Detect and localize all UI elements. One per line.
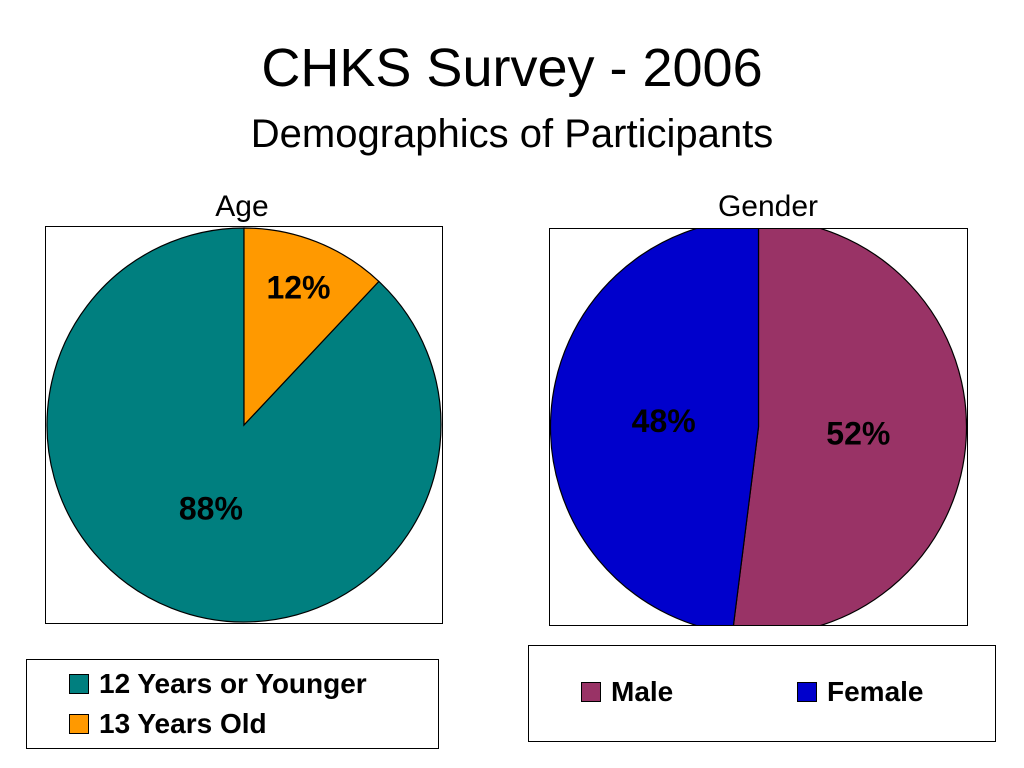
age-chart-title: Age (215, 190, 269, 223)
pie-slice-12-years-or-younger (46, 227, 442, 623)
pie-label-male: 52% (826, 415, 890, 451)
legend-swatch-blue (797, 682, 817, 702)
pie-label-13-years-old: 12% (266, 269, 330, 305)
legend-label: 12 Years or Younger (99, 668, 367, 699)
age-legend: 12 Years or Younger 13 Years Old (26, 659, 439, 749)
age-pie-svg: 88% 12% (46, 227, 442, 623)
pie-label-female: 48% (632, 403, 696, 439)
pie-label-12-years-or-younger: 88% (179, 491, 243, 527)
legend-swatch-orange (69, 714, 89, 734)
legend-item-12-years-or-younger: 12 Years or Younger (69, 668, 367, 700)
gender-chart-title: Gender (717, 190, 819, 223)
page-subtitle: Demographics of Participants (250, 112, 774, 156)
legend-swatch-teal (69, 674, 89, 694)
age-pie-chart: 88% 12% (45, 226, 443, 624)
legend-label: Female (827, 676, 924, 707)
legend-swatch-maroon (581, 682, 601, 702)
pie-slice-13-years-old (243, 227, 380, 427)
pie-slice-male (732, 229, 967, 625)
pie-slice-female (550, 229, 760, 625)
gender-pie-chart: 52% 48% (549, 228, 968, 626)
page-title: CHKS Survey - 2006 (261, 38, 763, 98)
gender-pie-svg: 52% 48% (550, 229, 967, 625)
legend-item-female: Female (797, 676, 924, 708)
legend-label: Male (611, 676, 674, 707)
gender-legend: Male Female (528, 645, 996, 742)
legend-label: 13 Years Old (99, 708, 267, 739)
legend-item-male: Male (581, 676, 673, 708)
legend-item-13-years-old: 13 Years Old (69, 708, 267, 740)
